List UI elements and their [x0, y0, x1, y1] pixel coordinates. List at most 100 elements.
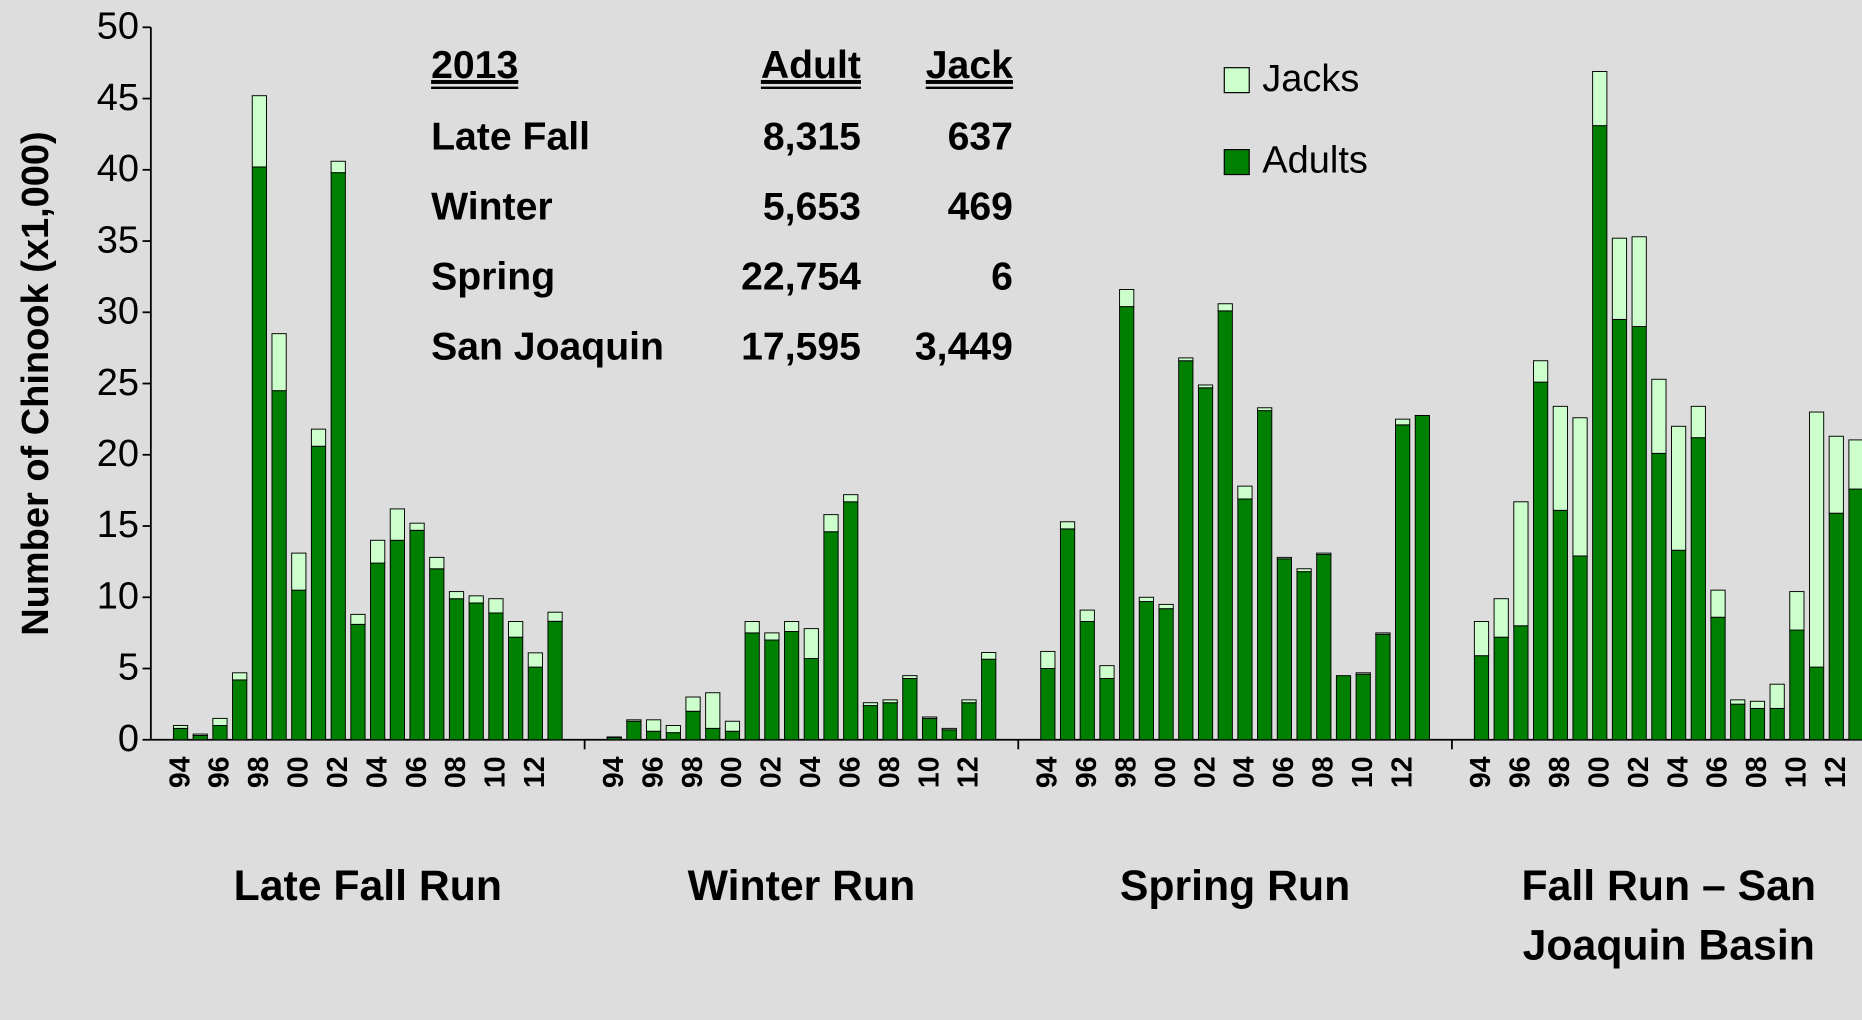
bar-segment: [1178, 357, 1194, 362]
x-tick-label: 08: [1741, 756, 1773, 788]
bar-segment: [291, 589, 307, 741]
bar-segment: [1493, 636, 1509, 741]
bar-segment: [330, 160, 346, 174]
x-tick-label: 12: [1820, 756, 1852, 788]
bar-segment: [1375, 632, 1391, 635]
table-cell: 6: [991, 255, 1013, 298]
bar-segment: [1749, 707, 1766, 741]
x-tick-label: 96: [204, 756, 236, 788]
bar-segment: [1848, 488, 1862, 741]
bar-segment: [310, 428, 327, 447]
bar-segment: [1395, 418, 1411, 426]
bar-segment: [1749, 700, 1766, 709]
bar-segment: [724, 730, 741, 741]
table-cell: 17,595: [741, 325, 861, 368]
x-tick-label: 96: [1071, 756, 1103, 788]
x-tick-label: 00: [283, 756, 315, 788]
bar-segment: [843, 501, 859, 741]
bar-segment: [1473, 655, 1490, 741]
bar-segment: [1237, 498, 1253, 741]
bar-segment: [1493, 598, 1509, 638]
bar-segment: [547, 611, 563, 622]
bar-segment: [646, 719, 662, 732]
bar-segment: [1059, 528, 1076, 741]
bar-segment: [744, 621, 760, 634]
x-tick-label: 10: [1781, 756, 1813, 788]
bar-segment: [646, 730, 662, 741]
bar-segment: [902, 675, 918, 679]
x-tick-label: 98: [1110, 756, 1142, 788]
x-tick-label: 08: [440, 756, 472, 788]
bar-segment: [1631, 326, 1647, 741]
bar-segment: [1296, 571, 1312, 741]
x-tick-label: 98: [243, 756, 275, 788]
bar-segment: [1099, 665, 1115, 679]
x-tick-label: 94: [598, 756, 630, 788]
bar-segment: [429, 568, 445, 741]
legend-swatch: [1223, 67, 1250, 94]
bar-segment: [783, 630, 800, 741]
bar-segment: [527, 652, 543, 668]
x-tick-label: 02: [322, 756, 354, 788]
bar-segment: [803, 658, 819, 741]
bar-segment: [862, 702, 879, 707]
bar-segment: [1552, 405, 1568, 511]
bar-segment: [488, 598, 504, 614]
bar-segment: [823, 514, 839, 533]
y-tick-label: 5: [118, 647, 139, 689]
bar-segment: [685, 710, 701, 741]
table-header: Jack: [926, 44, 1013, 87]
bar-segment: [981, 658, 997, 741]
bar-segment: [1040, 668, 1056, 741]
bar-segment: [1769, 683, 1785, 709]
x-tick-label: 04: [361, 756, 393, 788]
group-label: Spring Run: [1119, 860, 1351, 910]
bar-segment: [271, 333, 287, 392]
bar-segment: [310, 445, 327, 741]
bar-segment: [232, 672, 248, 681]
x-tick-label: 00: [1583, 756, 1615, 788]
bar-segment: [902, 678, 918, 741]
bar-segment: [1158, 603, 1174, 610]
table-cell: 22,754: [741, 255, 861, 298]
bar-segment: [606, 736, 622, 739]
bar-segment: [192, 735, 208, 741]
x-tick-label: 06: [1268, 756, 1300, 788]
bar-segment: [1592, 71, 1608, 127]
x-tick-label: 94: [1465, 756, 1497, 788]
bar-segment: [1059, 521, 1076, 530]
bar-segment: [1533, 381, 1549, 741]
group-label: Fall Run – San Joaquin Basin: [1521, 860, 1817, 969]
bar-segment: [1671, 425, 1687, 551]
x-tick-label: 08: [874, 756, 906, 788]
bar-segment: [1631, 236, 1647, 328]
bar-segment: [1690, 405, 1706, 439]
y-tick-label: 35: [97, 219, 139, 261]
table-cell: 8,315: [763, 115, 861, 158]
bar-segment: [389, 508, 405, 541]
bar-segment: [1808, 411, 1825, 668]
bar-segment: [1316, 552, 1332, 556]
x-tick-label: 00: [716, 756, 748, 788]
bar-segment: [1552, 509, 1568, 741]
bar-segment: [271, 390, 287, 741]
bar-segment: [1808, 666, 1825, 741]
y-tick-label: 15: [97, 504, 139, 546]
bar-segment: [941, 729, 957, 741]
bar-segment: [212, 725, 228, 741]
table-cell: 637: [948, 115, 1013, 158]
bar-segment: [370, 539, 386, 564]
bar-segment: [1316, 554, 1332, 741]
x-tick-label: 04: [795, 756, 827, 788]
x-tick-label: 02: [756, 756, 788, 788]
bar-segment: [1651, 378, 1667, 454]
y-tick-label: 40: [97, 148, 139, 190]
bar-segment: [1789, 629, 1805, 741]
bar-segment: [665, 732, 681, 741]
x-tick-label: 94: [164, 756, 196, 788]
bar-segment: [705, 692, 721, 729]
bar-segment: [843, 494, 859, 503]
table-cell: 5,653: [763, 185, 861, 228]
bar-segment: [429, 556, 445, 570]
bar-segment: [1138, 601, 1154, 741]
